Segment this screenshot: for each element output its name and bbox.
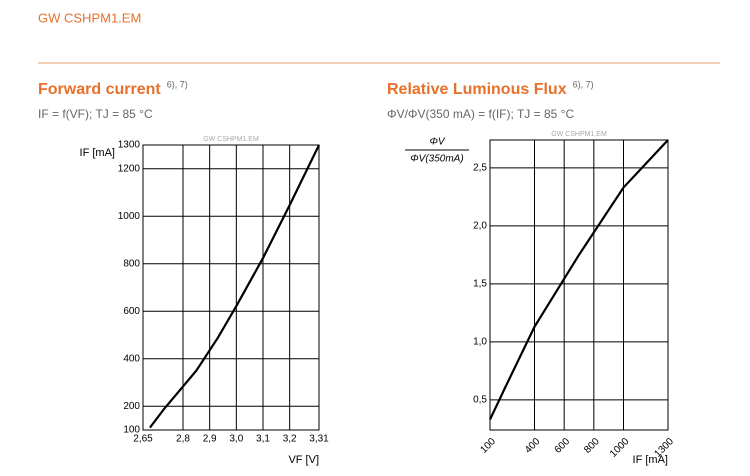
y-tick-label: 1000 (118, 211, 141, 222)
x-tick-label: 1000 (608, 436, 632, 460)
curve (149, 144, 320, 429)
title-note: 6), 7) (167, 79, 188, 89)
x-tick-label: 600 (553, 436, 573, 456)
watermark: GW CSHPM1.EM (203, 136, 259, 143)
y-axis-label-top: ΦV (429, 137, 445, 148)
x-tick-label: 3,2 (283, 434, 297, 445)
subtitle: IF = f(VF); TJ = 85 °C (38, 107, 153, 121)
watermark: GW CSHPM1.EM (551, 131, 607, 138)
y-tick-label: 600 (123, 306, 140, 317)
y-tick-label: 0,5 (473, 394, 487, 405)
subtitle: ΦV/ΦV(350 mA) = f(IF); TJ = 85 °C (387, 107, 574, 121)
y-tick-label: 1200 (118, 163, 141, 174)
y-tick-label: 2,5 (473, 162, 487, 173)
y-tick-label: 100 (123, 425, 140, 436)
curve (489, 139, 669, 421)
plot-frame (489, 139, 669, 431)
title-note: 6), 7) (573, 79, 594, 89)
x-axis-label: IF [mA] (633, 454, 668, 466)
y-tick-label: 1,0 (473, 336, 487, 347)
y-axis-label: IF [mA] (80, 147, 115, 159)
header: GW CSHPM1.EM (38, 10, 141, 25)
chart-title: Forward current (38, 81, 161, 98)
y-tick-label: 2,0 (473, 220, 487, 231)
x-tick-label: 2,9 (203, 434, 217, 445)
chart-title: Relative Luminous Flux (387, 81, 567, 98)
plot-frame (142, 144, 320, 431)
y-tick-label: 200 (123, 401, 140, 412)
y-tick-label: 1300 (118, 140, 141, 151)
x-axis-label: VF [V] (288, 454, 319, 466)
x-tick-label: 3,0 (229, 434, 243, 445)
x-tick-label: 100 (478, 436, 498, 456)
y-axis-label-bottom: ΦV(350mA) (410, 154, 463, 165)
x-tick-label: 400 (523, 436, 543, 456)
y-tick-label: 800 (123, 258, 140, 269)
x-tick-label: 3,1 (256, 434, 270, 445)
y-tick-label: 1,5 (473, 278, 487, 289)
x-tick-label: 800 (582, 436, 602, 456)
y-tick-label: 400 (123, 353, 140, 364)
x-tick-label: 3,31 (309, 434, 329, 445)
x-tick-label: 2,65 (133, 434, 153, 445)
x-tick-label: 2,8 (176, 434, 190, 445)
